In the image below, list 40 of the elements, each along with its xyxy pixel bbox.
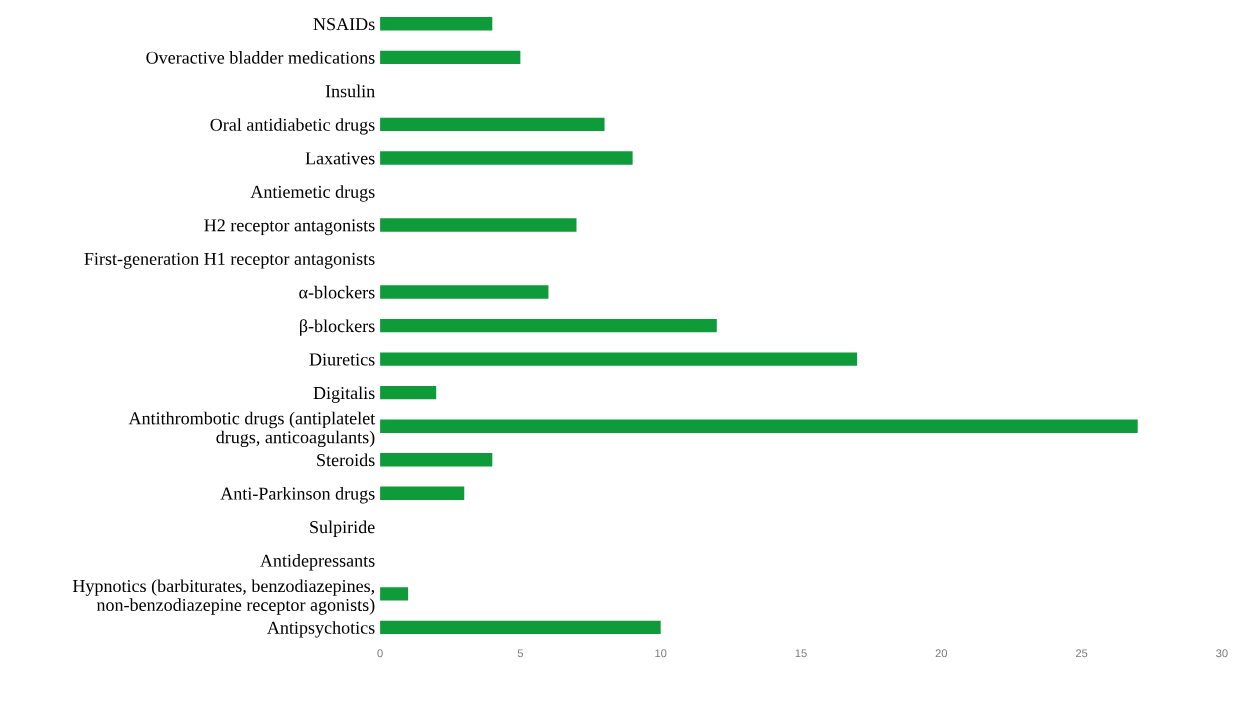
y-tick-label: Overactive bladder medications	[146, 51, 375, 64]
y-tick-label: α-blockers	[299, 285, 375, 299]
y-tick-label: NSAIDs	[313, 18, 375, 31]
x-tick-label: 10	[655, 649, 667, 658]
bar	[380, 151, 633, 165]
y-tick-label: Laxatives	[305, 152, 375, 165]
y-tick-label: H2 receptor antagonists	[204, 219, 375, 236]
y-tick-label: Insulin	[325, 84, 375, 98]
y-tick-label: Digitalis	[313, 386, 375, 403]
y-tick-label: Sulpiride	[310, 520, 375, 537]
y-tick-label: Steroids	[317, 453, 375, 467]
y-tick-label: Oral antidiabetic drugs	[210, 118, 375, 135]
y-tick-label: β-blockers	[300, 319, 375, 336]
bar	[380, 352, 858, 366]
y-tick-label: Antiemetic drugs	[250, 185, 375, 202]
bar	[380, 587, 409, 601]
bar	[380, 17, 493, 31]
bar	[380, 486, 465, 500]
x-tick-label: 0	[377, 649, 383, 658]
bar	[380, 50, 521, 65]
bar	[380, 453, 493, 467]
y-tick-label: Antidepressants	[260, 554, 375, 571]
bar	[380, 620, 661, 635]
y-tick-label: Hypnotics (barbiturates, benzodiazepines, non-benzodiazepine receptor agonists)	[72, 579, 375, 615]
bar	[380, 285, 549, 299]
y-tick-label: Diuretics	[309, 353, 375, 366]
bar	[380, 318, 717, 333]
x-tick-label: 30	[1216, 649, 1228, 658]
y-tick-label: First-generation H1 receptor antagonists	[84, 252, 375, 269]
bar	[380, 117, 605, 132]
bar	[380, 419, 1138, 433]
x-tick-label: 25	[1075, 649, 1088, 658]
y-tick-label: Antithrombotic drugs (antiplatelet drugs, anticoagulants)	[128, 411, 376, 448]
x-tick-label: 20	[935, 649, 948, 658]
x-tick-label: 5	[517, 649, 523, 658]
y-tick-label: Antipsychotics	[267, 621, 375, 638]
y-tick-label: Anti-Parkinson drugs	[220, 487, 375, 504]
x-tick-label: 15	[795, 649, 807, 658]
bar	[380, 218, 577, 232]
bar	[380, 385, 437, 400]
